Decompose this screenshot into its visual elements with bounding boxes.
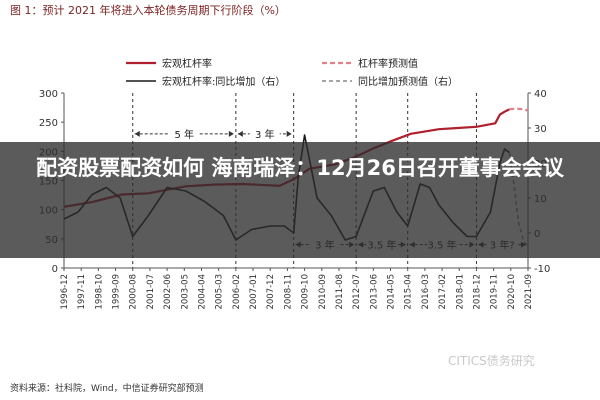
x-tick-label: 2012-07 [352,274,362,310]
headline-banner [0,142,600,258]
chart-title: 图 1：预计 2021 年将进入本轮债务周期下行阶段（%） [10,4,286,17]
y-left-tick-label: 250 [39,118,58,129]
cycle-label: 5 年 [175,128,195,141]
watermark-text: CITICS债务研究 [448,354,535,368]
x-tick-label: 2001-07 [146,274,156,310]
x-tick-label: 2010-09 [318,274,328,310]
cycle-arrow-right [228,130,234,137]
x-tick-label: 2007-01 [249,274,259,310]
legend-label: 杠杆率预测值 [358,57,418,70]
cycle-label-bg [169,125,200,140]
x-tick-label: 1997-11 [77,274,87,310]
x-tick-label: 2018-12 [472,274,482,310]
y-left-tick-label: 300 [39,89,58,100]
x-tick-label: 2019-11 [490,274,500,310]
x-tick-label: 1999-09 [112,274,122,310]
cycle-arrow-left [134,130,140,137]
x-tick-label: 2020-10 [507,274,517,310]
y-left-tick-label: 0 [52,264,58,275]
x-tick-label: 2004-04 [197,274,207,310]
x-tick-label: 2008-11 [283,274,293,310]
x-tick-label: 2011-08 [335,274,345,310]
legend-label: 宏观杠杆率:同比增加（右） [162,75,285,88]
x-tick-label: 2009-10 [301,274,311,310]
x-tick-label: 2005-03 [215,274,225,310]
x-tick-label: 2021-09 [524,274,534,310]
x-tick-label: 2003-05 [180,274,190,310]
x-tick-label: 2002-06 [163,274,173,310]
x-tick-label: 2007-12 [266,274,276,310]
y-right-tick-label: 30 [534,124,547,135]
x-tick-label: 2016-03 [421,274,431,310]
cycle-label: 3 年 [255,128,275,141]
x-tick-label: 2018-01 [455,274,465,310]
series-line-2 [509,107,529,112]
cycle-arrow-left [237,130,243,137]
source-note: 资料来源：社科院，Wind，中信证券研究部预测 [10,384,204,394]
y-right-tick-label: -10 [534,264,550,275]
y-right-tick-label: 40 [534,89,547,100]
cycle-arrow-right [286,130,292,137]
x-tick-label: 2014-05 [387,274,397,310]
x-tick-label: 2015-04 [404,274,414,310]
x-tick-label: 2013-06 [369,274,379,310]
legend-label: 同比增加预测值（右） [358,75,458,88]
headline-text: 配资股票配资如何 海南瑞泽：12月26日召开董事会会议 [36,156,564,180]
x-tick-label: 2017-02 [438,274,448,310]
x-tick-label: 1998-10 [94,274,104,310]
legend-label: 宏观杠杆率 [162,57,212,70]
x-tick-label: 2006-02 [232,274,242,310]
x-tick-label: 1996-12 [60,274,70,310]
x-tick-label: 2000-08 [129,274,139,310]
cycle-label-bg [249,125,280,140]
